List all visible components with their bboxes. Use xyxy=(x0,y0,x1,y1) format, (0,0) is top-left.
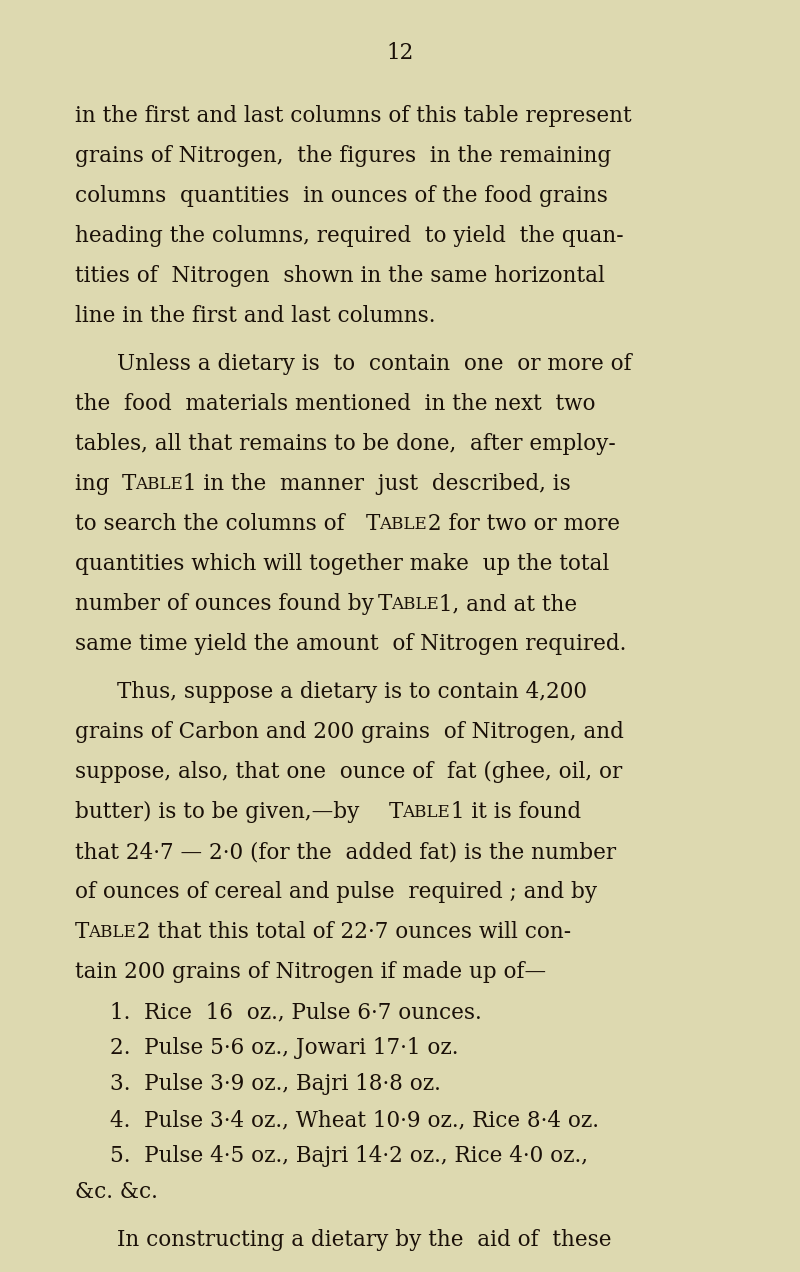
Text: T: T xyxy=(378,593,392,614)
Text: In constructing a dietary by the  aid of  these: In constructing a dietary by the aid of … xyxy=(117,1229,611,1250)
Text: suppose, also, that one  ounce of  fat (ghee, oil, or: suppose, also, that one ounce of fat (gh… xyxy=(75,761,622,784)
Text: line in the first and last columns.: line in the first and last columns. xyxy=(75,305,435,327)
Text: grains of Carbon and 200 grains  of Nitrogen, and: grains of Carbon and 200 grains of Nitro… xyxy=(75,721,624,743)
Text: heading the columns, required  to yield  the quan-: heading the columns, required to yield t… xyxy=(75,225,624,247)
Text: T: T xyxy=(122,473,136,495)
Text: Unless a dietary is  to  contain  one  or more of: Unless a dietary is to contain one or mo… xyxy=(117,354,632,375)
Text: T: T xyxy=(75,921,90,943)
Text: grains of Nitrogen,  the figures  in the remaining: grains of Nitrogen, the figures in the r… xyxy=(75,145,611,167)
Text: 5.  Pulse 4·5 oz., Bajri 14·2 oz., Rice 4·0 oz.,: 5. Pulse 4·5 oz., Bajri 14·2 oz., Rice 4… xyxy=(110,1145,588,1166)
Text: tities of  Nitrogen  shown in the same horizontal: tities of Nitrogen shown in the same hor… xyxy=(75,265,605,287)
Text: 2 for two or more: 2 for two or more xyxy=(421,513,620,536)
Text: 1 it is found: 1 it is found xyxy=(444,801,581,823)
Text: ABLE: ABLE xyxy=(390,595,438,613)
Text: Thus, suppose a dietary is to contain 4,200: Thus, suppose a dietary is to contain 4,… xyxy=(117,681,587,703)
Text: ABLE: ABLE xyxy=(402,804,450,820)
Text: same time yield the amount  of Nitrogen required.: same time yield the amount of Nitrogen r… xyxy=(75,633,626,655)
Text: columns  quantities  in ounces of the food grains: columns quantities in ounces of the food… xyxy=(75,184,608,207)
Text: 2 that this total of 22·7 ounces will con-: 2 that this total of 22·7 ounces will co… xyxy=(130,921,571,943)
Text: 1, and at the: 1, and at the xyxy=(432,593,578,614)
Text: butter) is to be given,—by: butter) is to be given,—by xyxy=(75,801,366,823)
Text: tain 200 grains of Nitrogen if made up of—: tain 200 grains of Nitrogen if made up o… xyxy=(75,962,546,983)
Text: number of ounces found by: number of ounces found by xyxy=(75,593,381,614)
Text: the  food  materials mentioned  in the next  two: the food materials mentioned in the next… xyxy=(75,393,595,415)
Text: ABLE: ABLE xyxy=(379,515,426,533)
Text: of ounces of cereal and pulse  required ; and by: of ounces of cereal and pulse required ;… xyxy=(75,881,597,903)
Text: ABLE: ABLE xyxy=(135,476,182,492)
Text: 2.  Pulse 5·6 oz., Jowari 17·1 oz.: 2. Pulse 5·6 oz., Jowari 17·1 oz. xyxy=(110,1037,458,1060)
Text: that 24·7 — 2·0 (for the  added fat) is the number: that 24·7 — 2·0 (for the added fat) is t… xyxy=(75,841,616,862)
Text: in the first and last columns of this table represent: in the first and last columns of this ta… xyxy=(75,106,632,127)
Text: 1.  Rice  16  oz., Pulse 6·7 ounces.: 1. Rice 16 oz., Pulse 6·7 ounces. xyxy=(110,1001,482,1023)
Text: 1 in the  manner  just  described, is: 1 in the manner just described, is xyxy=(177,473,571,495)
Text: 4.  Pulse 3·4 oz., Wheat 10·9 oz., Rice 8·4 oz.: 4. Pulse 3·4 oz., Wheat 10·9 oz., Rice 8… xyxy=(110,1109,599,1131)
Text: to search the columns of: to search the columns of xyxy=(75,513,351,536)
Text: &c. &c.: &c. &c. xyxy=(75,1180,158,1203)
Text: 3.  Pulse 3·9 oz., Bajri 18·8 oz.: 3. Pulse 3·9 oz., Bajri 18·8 oz. xyxy=(110,1074,441,1095)
Text: tables, all that remains to be done,  after employ-: tables, all that remains to be done, aft… xyxy=(75,432,616,455)
Text: ABLE: ABLE xyxy=(88,923,136,940)
Text: quantities which will together make  up the total: quantities which will together make up t… xyxy=(75,553,610,575)
Text: 12: 12 xyxy=(386,42,414,64)
Text: T: T xyxy=(366,513,380,536)
Text: ing: ing xyxy=(75,473,117,495)
Text: T: T xyxy=(389,801,403,823)
